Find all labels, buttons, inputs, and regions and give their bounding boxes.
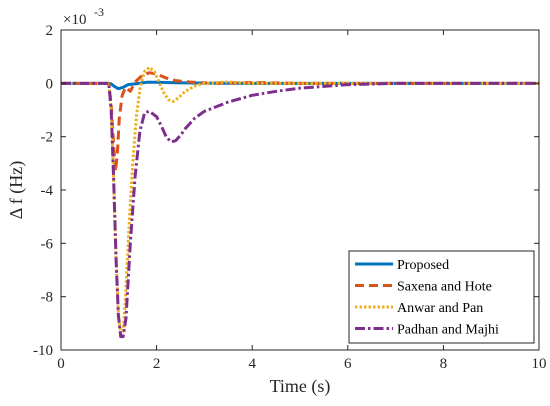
y-tick-label: -8 bbox=[41, 290, 54, 306]
legend-label-4: Padhan and Majhi bbox=[397, 323, 499, 338]
y-tick-label: 2 bbox=[46, 23, 54, 39]
x-axis-label: Time (s) bbox=[270, 376, 331, 397]
y-axis-label: Δ f (Hz) bbox=[6, 161, 27, 220]
series-line-1 bbox=[61, 80, 539, 91]
x-tick-label: 2 bbox=[153, 356, 161, 372]
series-layer bbox=[61, 65, 539, 339]
y-tick-label: -2 bbox=[41, 130, 54, 146]
y-exponent-power: -3 bbox=[94, 5, 104, 19]
legend: Proposed Saxena and Hote Anwar and Pan Padh… bbox=[348, 250, 535, 344]
y-tick-label: -4 bbox=[41, 183, 54, 199]
y-tick-label: -6 bbox=[41, 236, 54, 252]
series-line-3 bbox=[61, 65, 539, 336]
x-tick-label: 6 bbox=[344, 356, 352, 372]
y-tick-label: -10 bbox=[33, 343, 53, 359]
x-tick-label: 10 bbox=[532, 356, 547, 372]
y-tick-label: 0 bbox=[46, 76, 54, 92]
x-tick-label: 0 bbox=[57, 356, 65, 372]
series-line-4 bbox=[61, 81, 539, 339]
legend-label-3: Anwar and Pan bbox=[397, 301, 483, 316]
legend-label-1: Proposed bbox=[397, 258, 449, 273]
legend-label-2: Saxena and Hote bbox=[397, 280, 492, 295]
x-tick-label: 8 bbox=[440, 356, 448, 372]
x-tick-label: 4 bbox=[248, 356, 256, 372]
ticks-layer: 0 2 4 6 8 10 -10 -8 -6 -4 -2 0 2 bbox=[33, 23, 547, 372]
y-exponent-base: ×10 bbox=[63, 12, 86, 28]
